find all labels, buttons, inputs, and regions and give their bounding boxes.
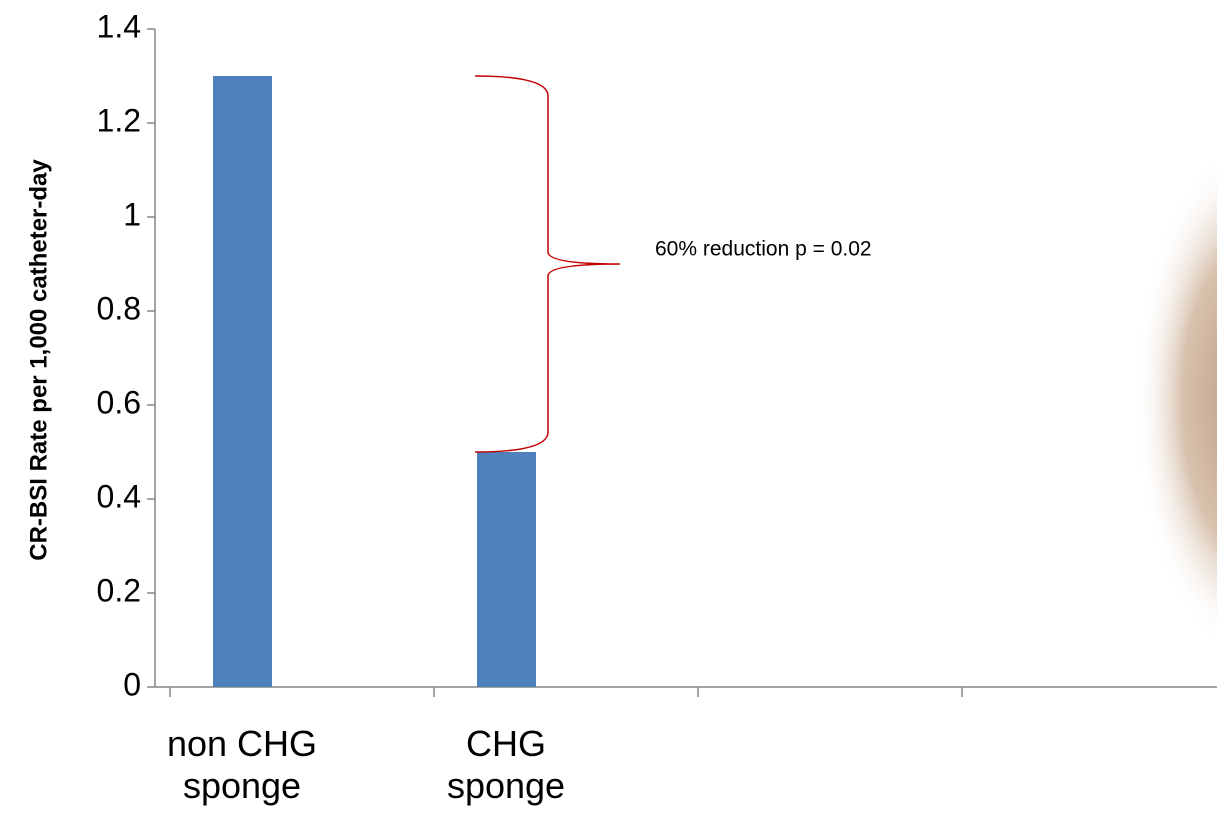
y-tick-label: 0.6: [97, 384, 141, 420]
y-tick-label: 1.4: [97, 8, 141, 44]
y-tick-label: 0.4: [97, 478, 141, 514]
y-axis-label: CR-BSI Rate per 1,000 catheter-day: [25, 159, 52, 561]
x-tick-label: CHG sponge: [446, 723, 566, 806]
bar: [477, 452, 536, 687]
y-tick-label: 0.2: [97, 572, 141, 608]
bar: [213, 76, 272, 687]
y-tick-label: 0.8: [97, 290, 141, 326]
x-tick-label: non CHG sponge: [166, 723, 318, 806]
y-tick-label: 1.2: [97, 102, 141, 138]
y-tick-label: 0: [123, 666, 141, 702]
annotation: 60% reduction p = 0.02: [655, 238, 872, 261]
brace: [474, 75, 621, 453]
y-tick-label: 1: [123, 196, 141, 232]
photo: [1110, 141, 1217, 659]
